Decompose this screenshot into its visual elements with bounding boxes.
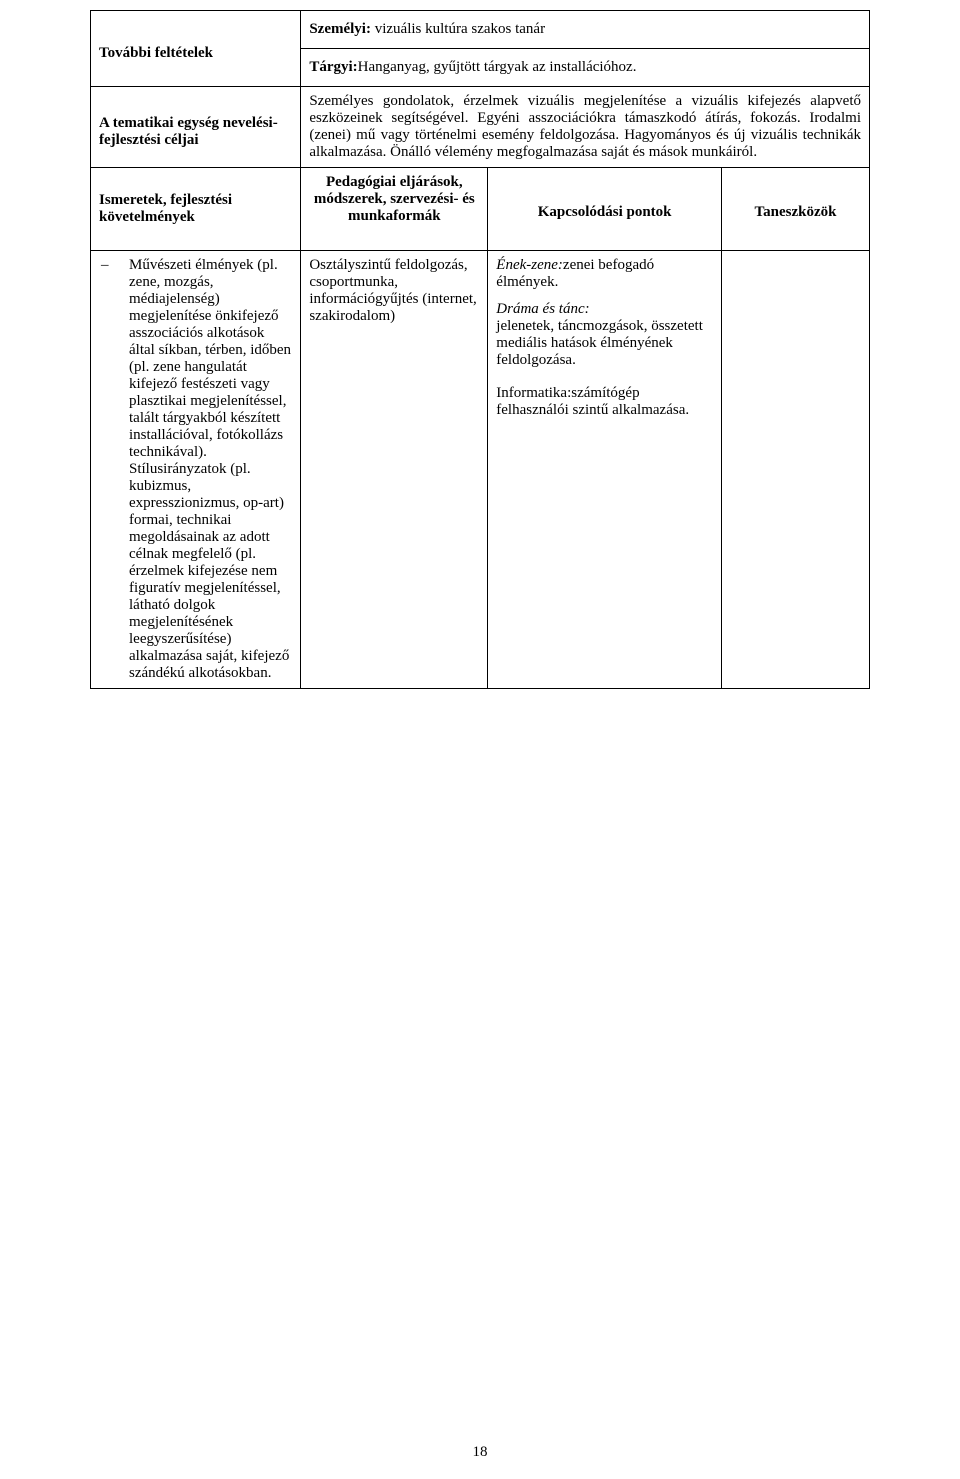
kapcs-info-label: Informatika: — [496, 385, 571, 401]
row-content: – Művészeti élmények (pl. zene, mozgás, … — [91, 251, 870, 689]
cell-content-methods: Osztályszintű feldolgozás, csoportmunka,… — [301, 251, 488, 689]
cell-thematic-label: A tematikai egység nevelési-fejlesztési … — [91, 87, 301, 168]
cell-content-kapcs: Ének-zene:zenei befogadó élmények. Dráma… — [488, 251, 722, 689]
main-table: További feltételek Személyi: vizuális ku… — [90, 10, 870, 689]
label-conditions: További feltételek — [99, 45, 213, 61]
bullet-item: – Művészeti élmények (pl. zene, mozgás, … — [95, 257, 292, 682]
kapcs-info: Informatika:számítógép felhasználói szin… — [496, 385, 713, 419]
cell-header-tools: Taneszközök — [721, 168, 869, 251]
row-headers: Ismeretek, fejlesztési követelmények Ped… — [91, 168, 870, 251]
cell-content-ismeretek: – Művészeti élmények (pl. zene, mozgás, … — [91, 251, 301, 689]
page-number: 18 — [0, 1444, 960, 1461]
bullet-text: Művészeti élmények (pl. zene, mozgás, mé… — [129, 257, 292, 682]
kapcs-drama-body: jelenetek, táncmozgások, összetett mediá… — [496, 318, 703, 368]
bullet-dash-icon: – — [95, 257, 129, 274]
row-conditions: További feltételek Személyi: vizuális ku… — [91, 11, 870, 87]
kapcs-enek-label: Ének-zene: — [496, 257, 563, 273]
cell-conditions-body: Személyi: vizuális kultúra szakos tanár … — [301, 11, 870, 87]
value-material: Hanganyag, gyűjtött tárgyak az installác… — [358, 59, 637, 75]
kapcs-drama-label: Dráma és tánc: — [496, 301, 589, 317]
text-methods: Osztályszintű feldolgozás, csoportmunka,… — [309, 257, 476, 324]
label-material: Tárgyi: — [309, 59, 357, 75]
cell-thematic-body: Személyes gondolatok, érzelmek vizuális … — [301, 87, 870, 168]
cell-header-methods: Pedagógiai eljárások, módszerek, szervez… — [301, 168, 488, 251]
text-thematic-body: Személyes gondolatok, érzelmek vizuális … — [309, 93, 861, 160]
cell-conditions-label: További feltételek — [91, 11, 301, 87]
cell-header-kapcs: Kapcsolódási pontok — [488, 168, 722, 251]
conditions-material-block: Tárgyi:Hanganyag, gyűjtött tárgyak az in… — [301, 59, 869, 86]
label-thematic: A tematikai egység nevelési-fejlesztési … — [99, 115, 278, 148]
kapcs-enek: Ének-zene:zenei befogadó élmények. — [496, 257, 713, 291]
header-methods: Pedagógiai eljárások, módszerek, szervez… — [314, 174, 475, 224]
row-thematic: A tematikai egység nevelési-fejlesztési … — [91, 87, 870, 168]
conditions-personnel-block: Személyi: vizuális kultúra szakos tanár — [301, 11, 869, 49]
header-tools: Taneszközök — [755, 204, 837, 220]
value-personnel: vizuális kultúra szakos tanár — [371, 21, 545, 37]
header-ismeretek: Ismeretek, fejlesztési követelmények — [99, 192, 232, 225]
kapcs-drama: Dráma és tánc: jelenetek, táncmozgások, … — [496, 301, 713, 369]
document-page: További feltételek Személyi: vizuális ku… — [0, 0, 960, 1479]
header-kapcs: Kapcsolódási pontok — [538, 204, 672, 220]
label-personnel: Személyi: — [309, 21, 371, 37]
cell-content-tools — [721, 251, 869, 689]
cell-header-ismeretek: Ismeretek, fejlesztési követelmények — [91, 168, 301, 251]
